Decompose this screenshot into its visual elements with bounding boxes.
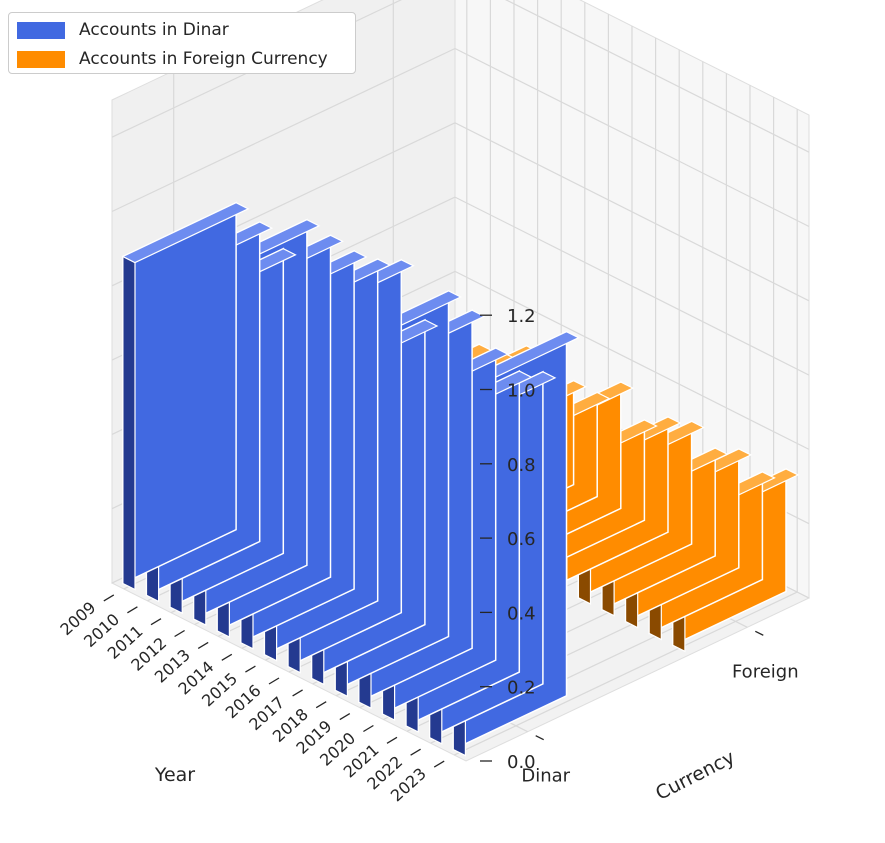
z-tick-label: 0.8 bbox=[507, 455, 536, 476]
floor-gridline bbox=[453, 591, 798, 756]
back-gridline bbox=[454, 270, 810, 450]
back-gridline bbox=[454, 47, 810, 228]
back-gridline bbox=[504, 0, 810, 153]
bar-dinar-side bbox=[122, 255, 136, 591]
bar-dinar bbox=[121, 201, 250, 591]
z-tick-label: 0.2 bbox=[507, 678, 536, 699]
z-tick-label: 1.0 bbox=[507, 381, 536, 402]
legend-swatch-foreign bbox=[17, 50, 65, 68]
legend-swatch-dinar bbox=[17, 21, 65, 39]
x-tick bbox=[410, 748, 421, 756]
left-gridline bbox=[111, 47, 456, 213]
bars bbox=[121, 201, 800, 757]
legend-item-foreign: Accounts in Foreign Currency bbox=[17, 49, 328, 69]
x-tick bbox=[315, 701, 327, 709]
x-tick bbox=[221, 653, 233, 661]
legend-item-dinar: Accounts in Dinar bbox=[17, 20, 229, 40]
x-tick bbox=[339, 713, 351, 721]
x-tick bbox=[268, 677, 280, 685]
y-axis-label: Currency bbox=[652, 746, 738, 804]
legend-label-foreign: Accounts in Foreign Currency bbox=[79, 49, 328, 69]
back-gridline bbox=[454, 122, 810, 302]
x-tick bbox=[245, 665, 256, 673]
x-axis-label: Year bbox=[154, 764, 195, 786]
legend-label-dinar: Accounts in Dinar bbox=[79, 20, 229, 40]
x-tick bbox=[174, 629, 185, 638]
bar-dinar-top bbox=[121, 202, 250, 264]
z-tick-label: 1.2 bbox=[507, 306, 536, 327]
back-gridline bbox=[454, 196, 810, 376]
z-tick-label: 0.0 bbox=[507, 752, 536, 773]
x-tick bbox=[127, 606, 138, 614]
legend: Accounts in Dinar Accounts in Foreign Cu… bbox=[8, 12, 356, 74]
y-tick-label: Foreign bbox=[732, 661, 799, 682]
y-tick bbox=[755, 630, 764, 636]
x-tick bbox=[433, 760, 445, 768]
z-tick-label: 0.6 bbox=[507, 529, 536, 550]
x-tick bbox=[363, 724, 374, 733]
y-tick bbox=[535, 735, 544, 741]
z-tick-label: 0.4 bbox=[507, 603, 536, 624]
x-tick bbox=[386, 736, 398, 744]
x-tick bbox=[197, 641, 209, 649]
x-tick bbox=[103, 594, 115, 602]
y-tick-label: Dinar bbox=[521, 766, 570, 787]
x-tick bbox=[292, 689, 303, 697]
x-tick bbox=[150, 618, 162, 626]
